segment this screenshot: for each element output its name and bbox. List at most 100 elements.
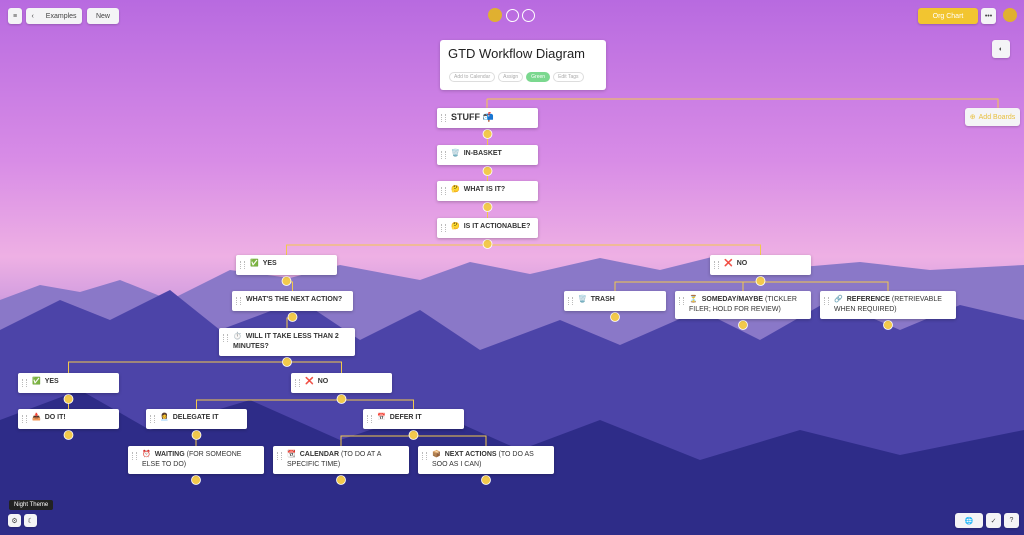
check-button[interactable]: ✓ — [986, 513, 1001, 528]
card[interactable]: ✅ YES — [18, 373, 119, 393]
add-child[interactable] — [482, 202, 493, 212]
card[interactable]: WHAT'S THE NEXT ACTION? — [232, 291, 353, 311]
node-note: (RETRIEVABLE WHEN REQUIRED) — [834, 296, 942, 313]
add-board[interactable]: ⊕ Add Boards — [965, 108, 1020, 126]
add-child[interactable] — [63, 394, 74, 404]
node-title: REFERENCE — [846, 296, 890, 303]
menu-button[interactable]: ≡ — [8, 8, 22, 24]
add-child[interactable] — [191, 430, 202, 440]
node-note: (TICKLER FILER; HOLD FOR REVIEW) — [689, 296, 797, 313]
node-title: WILL IT TAKE LESS THAN 2 MINUTES? — [233, 333, 339, 350]
card[interactable]: ⏰ WAITING (FOR SOMEONE ELSE TO DO) — [128, 446, 264, 474]
card[interactable]: ⏳ SOMEDAY/MAYBE (TICKLER FILER; HOLD FOR … — [675, 291, 811, 319]
drag-handle — [132, 452, 137, 460]
title-action[interactable]: Edit Tags — [553, 72, 584, 82]
back-button[interactable]: ‹ Examples — [26, 8, 82, 24]
add-child[interactable] — [482, 166, 493, 176]
add-child[interactable] — [481, 475, 491, 485]
card[interactable]: 📅 DEFER IT — [363, 409, 464, 429]
drag-handle — [22, 379, 27, 387]
title-card: GTD Workflow Diagram Add to Calendar Assi… — [440, 40, 606, 90]
settings-button[interactable]: ⚙ — [8, 514, 21, 527]
connector — [68, 361, 287, 373]
node-icon: ❌ — [305, 378, 314, 385]
connector — [287, 361, 342, 373]
card[interactable]: 🗑️ IN-BASKET — [437, 145, 538, 165]
card[interactable]: 📥 DO IT! — [18, 409, 119, 429]
node-title: DEFER IT — [389, 414, 422, 421]
node-icon: 🗑️ — [451, 150, 460, 157]
card[interactable]: ✅ YES — [236, 255, 337, 275]
add-child[interactable] — [281, 276, 292, 286]
add-child[interactable] — [191, 475, 201, 485]
share-button[interactable]: ◐ — [992, 40, 1010, 58]
node-icon: ❌ — [724, 260, 733, 267]
node-title: WAITING — [154, 451, 185, 458]
card[interactable]: 👩‍💼 DELEGATE IT — [146, 409, 247, 429]
drag-handle — [441, 187, 446, 195]
drag-handle — [441, 224, 446, 232]
new-button[interactable]: New — [87, 8, 119, 24]
node-icon: 🤔 — [451, 223, 460, 230]
node-icon: ⏰ — [142, 451, 151, 458]
add-child[interactable] — [738, 320, 748, 330]
avatar[interactable] — [488, 8, 502, 22]
card[interactable]: 🔗 REFERENCE (RETRIEVABLE WHEN REQUIRED) — [820, 291, 956, 319]
user-avatar[interactable] — [1003, 8, 1017, 22]
help-button[interactable]: ? — [1004, 513, 1019, 528]
card[interactable]: ❌ NO — [710, 255, 811, 275]
title-action[interactable]: Assign — [498, 72, 524, 82]
more-button[interactable]: ••• — [981, 8, 996, 24]
drag-handle — [240, 261, 245, 269]
connector — [340, 435, 414, 446]
add-child[interactable] — [287, 312, 298, 322]
add-member[interactable] — [522, 9, 535, 22]
drag-handle — [22, 415, 27, 423]
add-child[interactable] — [482, 239, 493, 249]
add-child[interactable] — [282, 357, 292, 367]
connector — [413, 435, 487, 446]
add-child[interactable] — [408, 430, 419, 440]
card[interactable]: STUFF 📬 — [437, 108, 538, 128]
add-child[interactable] — [336, 394, 347, 404]
night-theme-button[interactable]: ☾ — [24, 514, 37, 527]
connector — [196, 399, 342, 409]
card[interactable]: 📆 CALENDAR (TO DO AT A SPECIFIC TIME) — [273, 446, 409, 474]
node-title: YES — [262, 260, 277, 267]
card[interactable]: 🤔 IS IT ACTIONABLE? — [437, 218, 538, 238]
node-icon: 📦 — [432, 451, 441, 458]
add-child[interactable] — [482, 129, 493, 139]
add-child[interactable] — [610, 312, 620, 322]
drag-handle — [679, 297, 684, 305]
title-action[interactable]: Green — [526, 72, 551, 82]
drag-handle — [236, 297, 241, 305]
card[interactable]: ❌ NO — [291, 373, 392, 393]
card[interactable]: 🗑️ TRASH — [564, 291, 666, 311]
node-icon: 📆 — [287, 451, 296, 458]
add-board-label: Add Boards — [978, 113, 1016, 121]
title-action[interactable]: Add to Calendar — [449, 72, 496, 82]
node-title: STUFF 📬 — [451, 112, 494, 122]
add-child[interactable] — [883, 320, 893, 330]
node-note: (TO DO AT A SPECIFIC TIME) — [287, 451, 382, 468]
card[interactable]: 🤔 WHAT IS IT? — [437, 181, 538, 201]
back-label: Examples — [45, 12, 77, 20]
node-title: WHAT'S THE NEXT ACTION? — [246, 296, 343, 303]
node-title: DO IT! — [44, 414, 66, 421]
language-button[interactable]: 🌐 — [955, 513, 983, 528]
connector — [742, 281, 761, 291]
node-title: IS IT ACTIONABLE? — [463, 223, 531, 230]
drag-handle — [150, 415, 155, 423]
connector — [487, 244, 761, 255]
view-button[interactable]: Org Chart — [918, 8, 978, 24]
add-child[interactable] — [63, 430, 74, 440]
node-note: (FOR SOMEONE ELSE TO DO) — [142, 451, 242, 468]
add-child[interactable] — [755, 276, 766, 286]
add-child[interactable] — [336, 475, 346, 485]
card[interactable]: 📦 NEXT ACTIONS (TO DO AS SOO AS I CAN) — [418, 446, 554, 474]
connector — [760, 281, 889, 291]
card[interactable]: ⏱️ WILL IT TAKE LESS THAN 2 MINUTES? — [219, 328, 355, 356]
node-title: IN-BASKET — [463, 150, 502, 157]
add-member[interactable] — [506, 9, 519, 22]
